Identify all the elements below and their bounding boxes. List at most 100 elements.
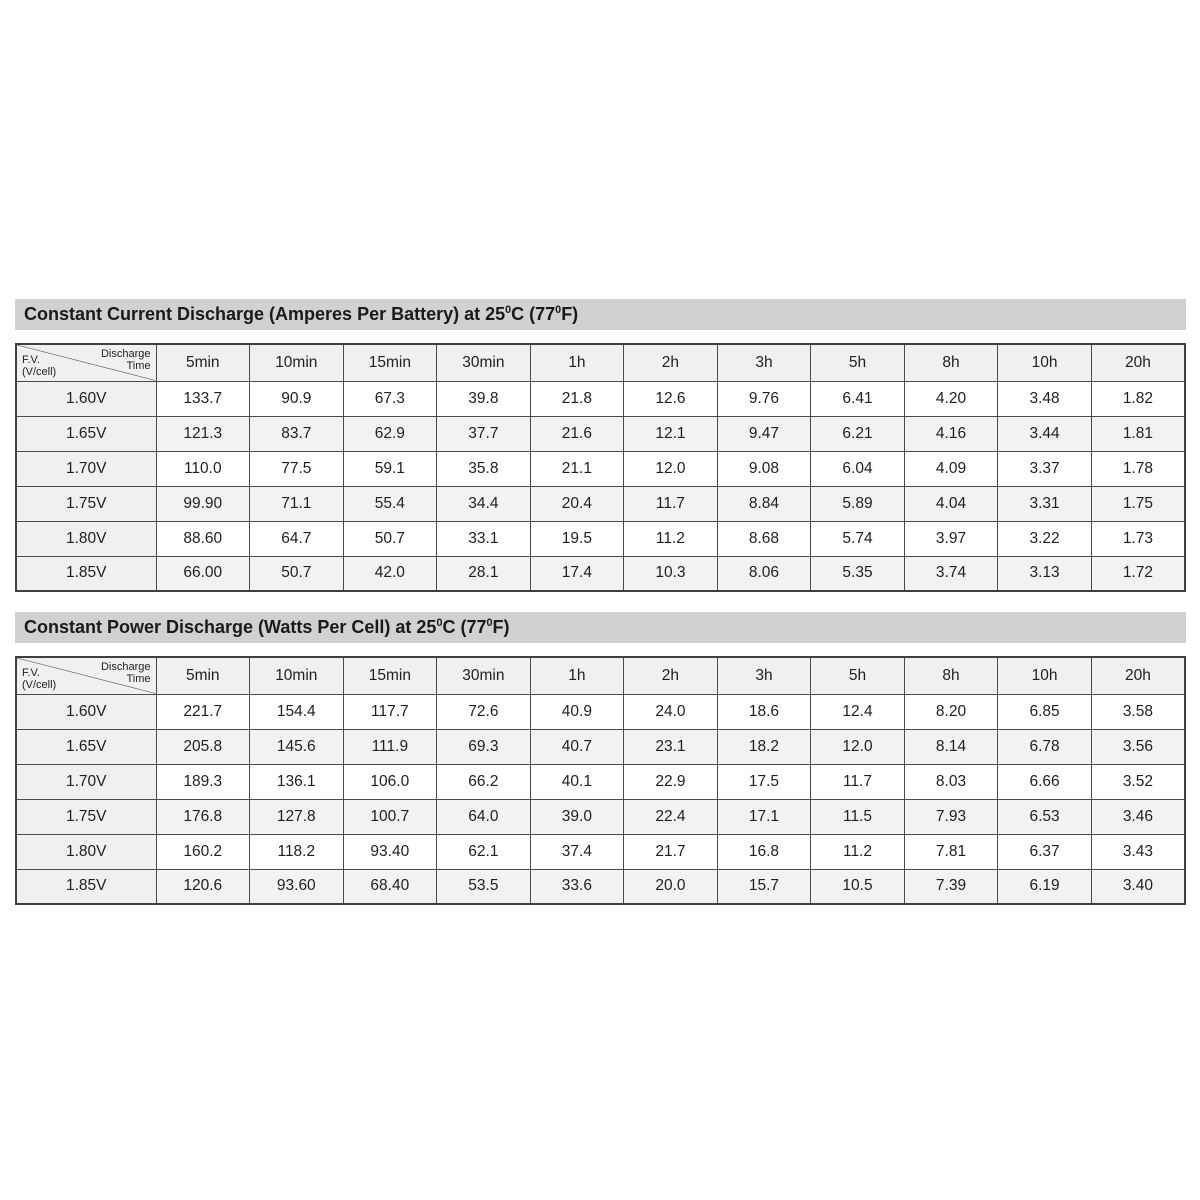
column-header: 5h (811, 657, 905, 694)
value-cell: 17.1 (717, 799, 811, 834)
section-title-constant-current: Constant Current Discharge (Amperes Per … (15, 299, 1186, 330)
row-label-final-voltage: 1.85V (16, 556, 156, 591)
value-cell: 7.93 (904, 799, 998, 834)
table-row: 1.85V120.693.6068.4053.533.620.015.710.5… (16, 869, 1185, 904)
section-title-constant-power: Constant Power Discharge (Watts Per Cell… (15, 612, 1186, 643)
value-cell: 11.2 (811, 834, 905, 869)
value-cell: 12.1 (624, 416, 718, 451)
value-cell: 19.5 (530, 521, 624, 556)
row-label-final-voltage: 1.75V (16, 486, 156, 521)
value-cell: 4.20 (904, 381, 998, 416)
value-cell: 6.19 (998, 869, 1092, 904)
value-cell: 1.75 (1091, 486, 1185, 521)
value-cell: 205.8 (156, 729, 250, 764)
value-cell: 7.39 (904, 869, 998, 904)
column-header: 10min (250, 657, 344, 694)
value-cell: 42.0 (343, 556, 437, 591)
value-cell: 10.3 (624, 556, 718, 591)
value-cell: 72.6 (437, 694, 531, 729)
value-cell: 59.1 (343, 451, 437, 486)
value-cell: 133.7 (156, 381, 250, 416)
value-cell: 39.8 (437, 381, 531, 416)
value-cell: 3.37 (998, 451, 1092, 486)
title-text: F) (492, 617, 509, 637)
value-cell: 11.7 (811, 764, 905, 799)
title-text: Constant Current Discharge (Amperes Per … (24, 304, 505, 324)
column-header: 10h (998, 657, 1092, 694)
constant-power-table: Discharge Time F.V. (V/cell) 5min10min15… (15, 656, 1186, 905)
column-header: 2h (624, 657, 718, 694)
value-cell: 20.4 (530, 486, 624, 521)
value-cell: 100.7 (343, 799, 437, 834)
value-cell: 10.5 (811, 869, 905, 904)
table-row: 1.80V160.2118.293.4062.137.421.716.811.2… (16, 834, 1185, 869)
value-cell: 3.44 (998, 416, 1092, 451)
corner-label-discharge-time: Discharge Time (101, 661, 151, 685)
value-cell: 8.06 (717, 556, 811, 591)
table-row: 1.65V205.8145.6111.969.340.723.118.212.0… (16, 729, 1185, 764)
value-cell: 9.76 (717, 381, 811, 416)
value-cell: 12.0 (624, 451, 718, 486)
value-cell: 68.40 (343, 869, 437, 904)
column-header: 3h (717, 657, 811, 694)
value-cell: 8.68 (717, 521, 811, 556)
value-cell: 111.9 (343, 729, 437, 764)
value-cell: 11.5 (811, 799, 905, 834)
table-row: 1.70V189.3136.1106.066.240.122.917.511.7… (16, 764, 1185, 799)
value-cell: 67.3 (343, 381, 437, 416)
value-cell: 1.82 (1091, 381, 1185, 416)
column-header: 15min (343, 657, 437, 694)
corner-label-discharge-time: Discharge Time (101, 348, 151, 372)
column-header: 10min (250, 344, 344, 381)
value-cell: 21.1 (530, 451, 624, 486)
value-cell: 34.4 (437, 486, 531, 521)
value-cell: 189.3 (156, 764, 250, 799)
value-cell: 9.47 (717, 416, 811, 451)
table-row: 1.75V176.8127.8100.764.039.022.417.111.5… (16, 799, 1185, 834)
value-cell: 3.97 (904, 521, 998, 556)
column-header: 5min (156, 657, 250, 694)
value-cell: 4.16 (904, 416, 998, 451)
value-cell: 33.6 (530, 869, 624, 904)
column-header: 1h (530, 657, 624, 694)
value-cell: 3.46 (1091, 799, 1185, 834)
value-cell: 93.60 (250, 869, 344, 904)
value-cell: 7.81 (904, 834, 998, 869)
table-row: 1.70V110.077.559.135.821.112.09.086.044.… (16, 451, 1185, 486)
value-cell: 3.48 (998, 381, 1092, 416)
value-cell: 5.74 (811, 521, 905, 556)
value-cell: 71.1 (250, 486, 344, 521)
row-label-final-voltage: 1.85V (16, 869, 156, 904)
value-cell: 21.8 (530, 381, 624, 416)
value-cell: 62.9 (343, 416, 437, 451)
value-cell: 3.52 (1091, 764, 1185, 799)
table-row: 1.75V99.9071.155.434.420.411.78.845.894.… (16, 486, 1185, 521)
value-cell: 3.13 (998, 556, 1092, 591)
value-cell: 90.9 (250, 381, 344, 416)
value-cell: 22.4 (624, 799, 718, 834)
value-cell: 23.1 (624, 729, 718, 764)
value-cell: 6.53 (998, 799, 1092, 834)
value-cell: 40.1 (530, 764, 624, 799)
value-cell: 176.8 (156, 799, 250, 834)
title-text: C (77 (442, 617, 486, 637)
header-row: Discharge Time F.V. (V/cell) 5min10min15… (16, 344, 1185, 381)
value-cell: 55.4 (343, 486, 437, 521)
value-cell: 64.7 (250, 521, 344, 556)
value-cell: 4.09 (904, 451, 998, 486)
value-cell: 12.0 (811, 729, 905, 764)
column-header: 10h (998, 344, 1092, 381)
value-cell: 5.35 (811, 556, 905, 591)
value-cell: 117.7 (343, 694, 437, 729)
value-cell: 12.6 (624, 381, 718, 416)
value-cell: 120.6 (156, 869, 250, 904)
row-label-final-voltage: 1.70V (16, 451, 156, 486)
value-cell: 21.7 (624, 834, 718, 869)
column-header: 30min (437, 657, 531, 694)
value-cell: 3.40 (1091, 869, 1185, 904)
value-cell: 11.2 (624, 521, 718, 556)
row-label-final-voltage: 1.65V (16, 416, 156, 451)
value-cell: 121.3 (156, 416, 250, 451)
value-cell: 93.40 (343, 834, 437, 869)
value-cell: 53.5 (437, 869, 531, 904)
